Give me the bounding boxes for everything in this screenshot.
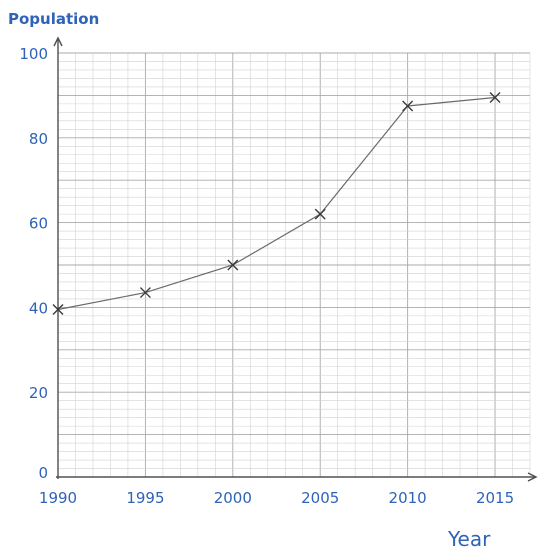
- y-tick-label: 80: [29, 130, 48, 148]
- series-line: [57, 96, 496, 311]
- data-point-marker: [139, 287, 151, 299]
- y-tick-label: 40: [29, 299, 48, 317]
- marker-stroke: [314, 208, 326, 220]
- x-tick-label: 2005: [301, 489, 339, 507]
- marker-stroke: [489, 92, 501, 104]
- y-axis-title: Population: [8, 10, 99, 28]
- marker-stroke: [52, 304, 64, 316]
- x-tick-label: 1995: [126, 489, 164, 507]
- y-tick-label: 0: [38, 464, 48, 482]
- y-tick-label: 60: [29, 215, 48, 233]
- chart-grid: [57, 52, 531, 478]
- y-tick-label: 100: [19, 45, 48, 63]
- chart-series: [52, 92, 501, 316]
- marker-stroke: [402, 100, 414, 112]
- y-axis-arrow: [53, 36, 63, 47]
- data-point-marker: [227, 259, 239, 271]
- x-tick-label: 2015: [476, 489, 514, 507]
- data-point-marker: [489, 92, 501, 104]
- tick-labels: 0 20 40 60 80 100 1990 1995 2000 2005 2010 2015: [19, 45, 514, 507]
- x-axis-title: Year: [447, 527, 491, 551]
- marker-stroke: [139, 287, 151, 299]
- x-tick-label: 1990: [39, 489, 77, 507]
- data-point-marker: [314, 208, 326, 220]
- marker-stroke: [227, 259, 239, 271]
- data-point-marker: [52, 304, 64, 316]
- x-tick-label: 2010: [389, 489, 427, 507]
- x-axis-arrow: [527, 472, 538, 482]
- data-point-marker: [402, 100, 414, 112]
- y-tick-label: 20: [29, 384, 48, 402]
- chart-axes: [53, 36, 538, 482]
- x-tick-label: 2000: [214, 489, 252, 507]
